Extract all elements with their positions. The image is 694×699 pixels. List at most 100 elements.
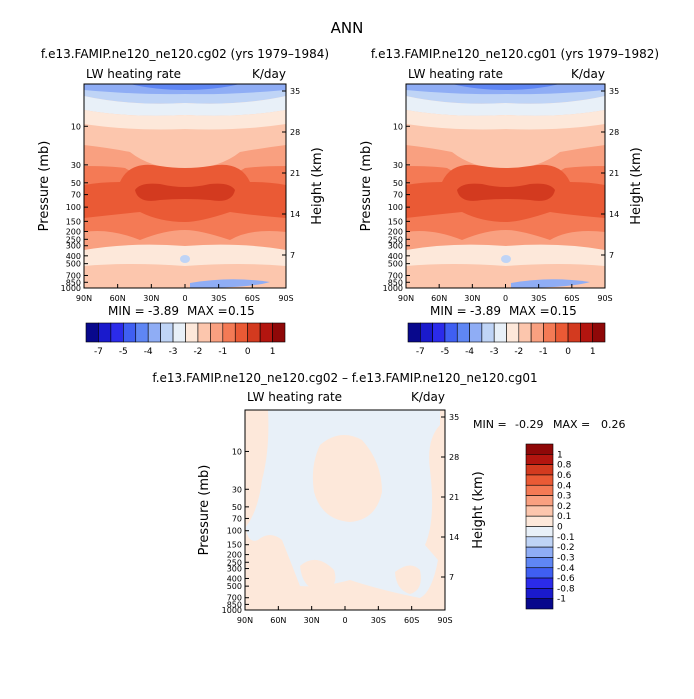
y-tick-label: 10 <box>232 447 242 456</box>
band <box>511 279 590 288</box>
y-tick-label: 50 <box>393 179 403 188</box>
panel-c-right-label: K/day <box>411 390 445 404</box>
band <box>84 96 286 116</box>
panel-a-left-label: LW heating rate <box>86 67 181 81</box>
x-tick-label: 90S <box>278 294 293 303</box>
band <box>395 565 421 594</box>
colorbar-swatch <box>506 322 520 343</box>
colorbar-label: 0.1 <box>557 512 571 522</box>
y-tick-label: 1000 <box>61 284 81 293</box>
x-tick-label: 30S <box>371 616 386 625</box>
panel-a-y-label: Pressure (mb) <box>37 141 52 232</box>
colorbar-label: -0.8 <box>557 584 575 594</box>
colorbar-label: -1 <box>218 347 227 357</box>
x-tick-label: 60N <box>431 294 447 303</box>
colorbar-swatch <box>525 443 554 455</box>
colorbar-label: -4 <box>465 347 474 357</box>
colorbar-swatch <box>172 322 186 343</box>
panel-b-max-value: 0.15 <box>550 304 577 318</box>
y-tick-label: 400 <box>227 574 242 583</box>
y-right-tick-label: 7 <box>609 251 614 260</box>
colorbar-label: -0.3 <box>557 553 575 563</box>
panel-a-y-label-right: Height (km) <box>310 147 325 224</box>
colorbar-swatch <box>160 322 174 343</box>
band <box>135 183 235 201</box>
panel-b-colorbar: -7 -5 -4 -3 -2 -1 0 1 <box>407 322 606 357</box>
y-tick-label: 400 <box>66 252 81 261</box>
x-tick-label: 30N <box>304 616 320 625</box>
y-tick-label: 100 <box>227 527 242 536</box>
panel-b-max-label: MAX = <box>509 304 550 318</box>
y-right-tick-label: 21 <box>609 169 619 178</box>
colorbar-swatch <box>259 322 273 343</box>
y-tick-label: 30 <box>393 161 403 170</box>
colorbar-swatch <box>456 322 470 343</box>
colorbar-label: 1 <box>270 347 276 357</box>
y-tick-label: 850 <box>388 278 403 287</box>
panel-a-x-axis: 90N 60N 30N 0 30S 60S 90S <box>76 284 294 303</box>
panel-c-max-label: MAX = <box>553 418 590 431</box>
panel-a-min-label: MIN = <box>108 304 145 318</box>
y-tick-label: 70 <box>232 514 242 523</box>
colorbar-swatch <box>525 567 554 579</box>
y-tick-label: 300 <box>388 242 403 251</box>
colorbar-swatch <box>525 588 554 599</box>
colorbar-swatch <box>147 322 161 343</box>
colorbar-swatch <box>525 474 554 486</box>
colorbar-swatch <box>592 322 606 343</box>
y-tick-label: 500 <box>66 260 81 269</box>
colorbar-swatch <box>525 546 554 558</box>
y-tick-label: 200 <box>66 227 81 236</box>
y-tick-label: 30 <box>71 161 81 170</box>
colorbar-swatch <box>420 322 433 343</box>
figure-title: ANN <box>331 19 364 37</box>
colorbar-swatch <box>555 322 569 343</box>
panel-c-y-label: Pressure (mb) <box>197 465 212 556</box>
colorbar-swatch <box>185 322 199 343</box>
y-right-tick-label: 14 <box>609 210 619 219</box>
y-tick-label: 500 <box>227 582 242 591</box>
colorbar-swatch <box>234 322 248 343</box>
x-tick-label: 60N <box>110 294 126 303</box>
panel-c-field <box>245 410 445 610</box>
band <box>180 255 190 263</box>
y-right-tick-label: 35 <box>449 413 459 422</box>
panel-c: f.e13.FAMIP.ne120_ne120.cg02 – f.e13.FAM… <box>152 371 625 625</box>
colorbar-swatch <box>493 322 507 343</box>
colorbar-label: -7 <box>94 347 103 357</box>
x-tick-label: 60S <box>245 294 260 303</box>
panel-b-y-axis-right: 35 28 21 14 7 <box>601 87 619 260</box>
panel-b-right-label: K/day <box>571 67 605 81</box>
panel-c-max-value: 0.26 <box>601 418 626 431</box>
colorbar-swatch <box>525 454 554 465</box>
colorbar-label: 0.4 <box>557 481 572 491</box>
band <box>300 559 336 592</box>
y-right-tick-label: 14 <box>290 210 300 219</box>
colorbar-swatch <box>525 484 554 496</box>
y-tick-label: 150 <box>227 541 242 550</box>
colorbar-swatch <box>525 464 554 476</box>
panel-b-y-label: Pressure (mb) <box>359 141 374 232</box>
y-right-tick-label: 7 <box>290 251 295 260</box>
colorbar-swatch <box>432 322 446 343</box>
colorbar-swatch <box>525 526 554 538</box>
colorbar-label: -5 <box>440 347 449 357</box>
colorbar-swatch <box>123 322 137 343</box>
x-tick-label: 30S <box>531 294 546 303</box>
colorbar-swatch <box>543 322 557 343</box>
band <box>84 110 286 130</box>
colorbar-label: -4 <box>144 347 153 357</box>
colorbar-swatch <box>407 322 421 343</box>
y-right-tick-label: 21 <box>290 169 300 178</box>
band <box>406 110 605 130</box>
colorbar-swatch <box>247 322 261 343</box>
panel-c-x-axis: 90N 60N 30N 0 30S 60S 90S <box>237 606 453 625</box>
x-tick-label: 30S <box>211 294 226 303</box>
y-tick-label: 300 <box>66 242 81 251</box>
x-tick-label: 90S <box>437 616 452 625</box>
colorbar-swatch <box>110 322 124 343</box>
band <box>501 255 511 263</box>
band <box>452 84 560 90</box>
colorbar-label: -0.1 <box>557 533 575 543</box>
colorbar-swatch <box>525 505 554 517</box>
